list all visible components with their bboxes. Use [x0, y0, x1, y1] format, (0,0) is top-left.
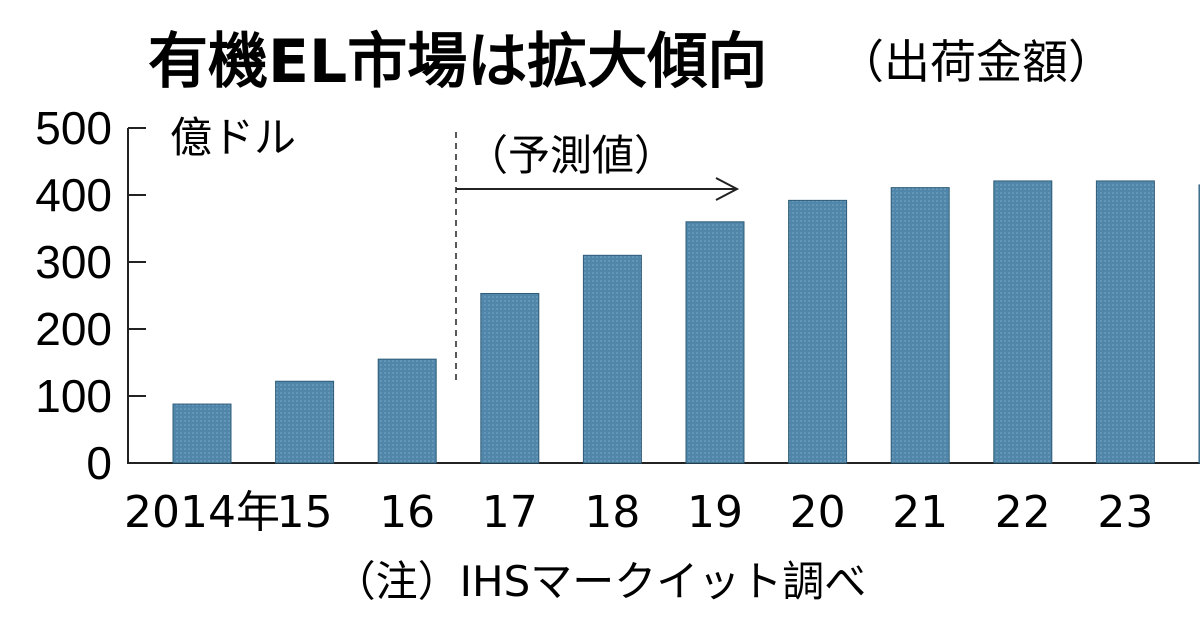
forecast-arrow-head — [715, 177, 740, 201]
x-tick-label: 19 — [687, 487, 743, 538]
bar — [275, 380, 335, 464]
bar — [1095, 180, 1155, 464]
bar — [993, 180, 1053, 464]
x-tick-label: 20 — [790, 487, 846, 538]
chart-title: 有機EL市場は拡大傾向 — [148, 27, 767, 97]
x-tick-label: 23 — [1097, 487, 1153, 538]
x-tick-label: 18 — [584, 487, 640, 538]
x-tick-label: 15 — [277, 487, 333, 538]
bar — [172, 403, 232, 464]
x-tick-label: 17 — [482, 487, 538, 538]
x-tick-label: 16 — [379, 487, 435, 538]
bars-group — [172, 180, 1200, 464]
bar — [582, 254, 642, 464]
y-tick-label: 400 — [35, 169, 112, 221]
y-tick-label: 100 — [35, 370, 112, 422]
bar — [788, 199, 848, 464]
x-tick-label: 21 — [892, 487, 948, 538]
source-note: （注）IHSマークイット調べ — [334, 557, 867, 606]
y-tick-label: 300 — [35, 236, 112, 288]
x-tick-label: 22 — [995, 487, 1051, 538]
y-tick-label: 0 — [86, 437, 112, 489]
bar — [480, 292, 540, 464]
x-tick-label: 2014年 — [124, 487, 280, 538]
forecast-label: （予測値） — [466, 131, 676, 180]
y-tick-label: 500 — [35, 102, 112, 154]
bar — [890, 187, 950, 464]
unit-label: 億ドル — [170, 113, 296, 162]
bar — [685, 221, 745, 464]
y-axis-ticks: 0 100 200 300 400 500 — [35, 102, 146, 489]
chart-subtitle: （出荷金額） — [838, 35, 1114, 89]
y-tick-label: 200 — [35, 303, 112, 355]
bar — [377, 358, 437, 464]
